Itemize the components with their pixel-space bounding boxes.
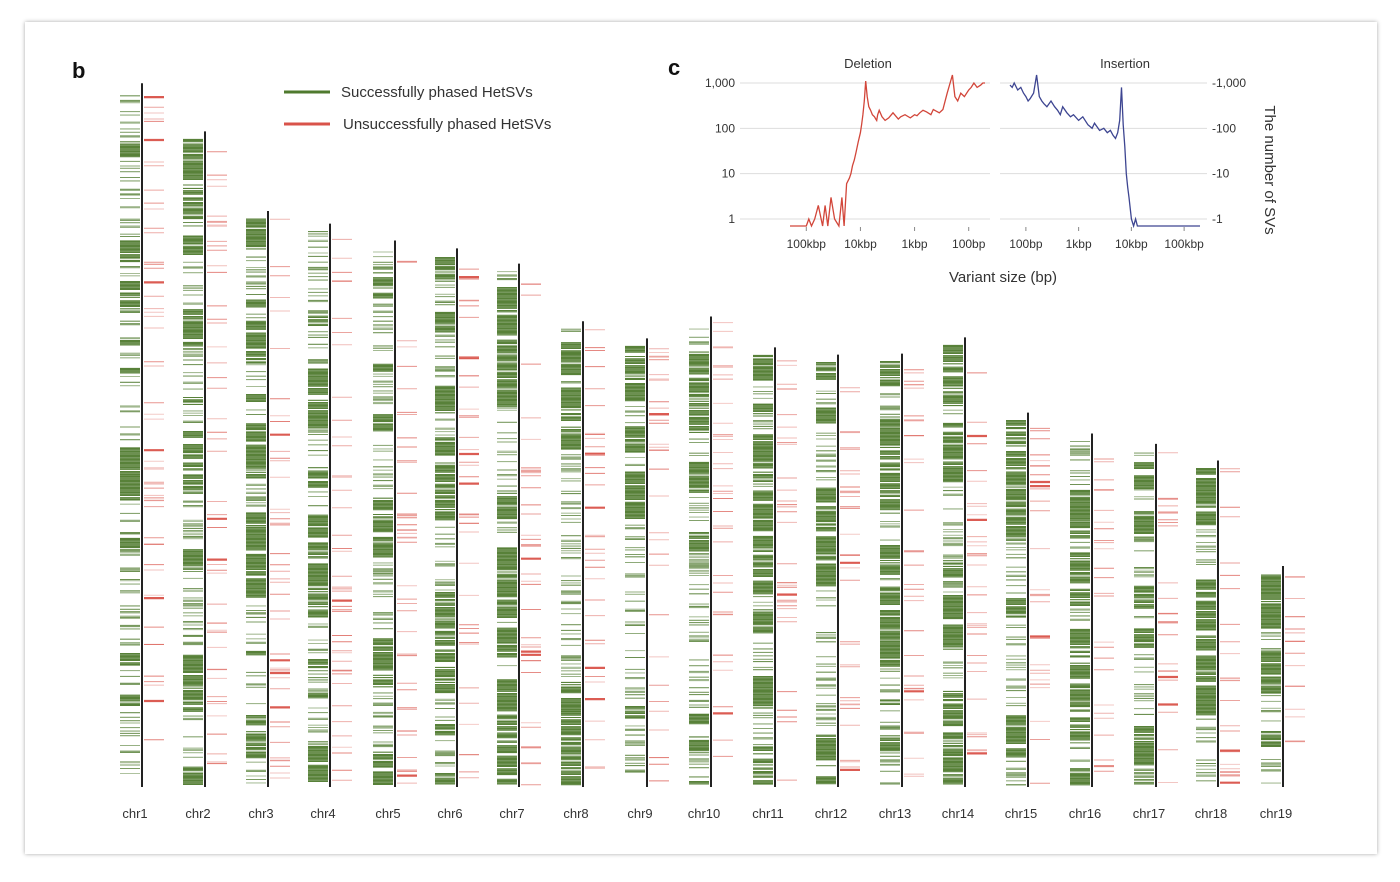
chromosome-chr19: chr19 bbox=[1260, 566, 1305, 821]
x-axis-label: Variant size (bp) bbox=[949, 269, 1057, 286]
ytick-left: 10 bbox=[722, 167, 736, 181]
ytick-right: -1 bbox=[1212, 212, 1223, 226]
chromosome-chr15: chr15 bbox=[1005, 412, 1050, 821]
chromosome-label: chr5 bbox=[375, 806, 400, 821]
xtick-label: 100kbp bbox=[787, 237, 827, 251]
xtick-label: 10kbp bbox=[844, 237, 877, 251]
chromosome-label: chr14 bbox=[942, 806, 975, 821]
chromosome-label: chr4 bbox=[310, 806, 335, 821]
chromosome-label: chr16 bbox=[1069, 806, 1102, 821]
xtick-label: 10kbp bbox=[1115, 237, 1148, 251]
ytick-right: -1,000 bbox=[1212, 76, 1246, 90]
chromosome-label: chr13 bbox=[879, 806, 912, 821]
chromosome-label: chr15 bbox=[1005, 806, 1038, 821]
chromosome-label: chr8 bbox=[563, 806, 588, 821]
legend: Successfully phased HetSVs Unsuccessfull… bbox=[284, 84, 551, 133]
figure-canvas: b c Successfully phased HetSVs Unsuccess… bbox=[72, 55, 1305, 821]
chromosome-chr7: chr7 bbox=[497, 263, 541, 821]
chromosome-chr8: chr8 bbox=[561, 321, 605, 821]
panel-c-label: c bbox=[668, 55, 680, 80]
series-line-insertion bbox=[1009, 74, 1200, 229]
chromosome-label: chr19 bbox=[1260, 806, 1293, 821]
chromosome-label: chr12 bbox=[815, 806, 848, 821]
chromosome-label: chr3 bbox=[248, 806, 273, 821]
chromosome-chr2: chr2 bbox=[183, 131, 227, 821]
chromosome-label: chr1 bbox=[122, 806, 147, 821]
subplot-title: Insertion bbox=[1100, 56, 1150, 71]
legend-unphased-label: Unsuccessfully phased HetSVs bbox=[343, 116, 551, 133]
chromosome-label: chr7 bbox=[499, 806, 524, 821]
chromosome-chr16: chr16 bbox=[1069, 433, 1114, 821]
ytick-left: 1 bbox=[728, 212, 735, 226]
chromosome-ideograms: chr1 chr2 chr3 chr4 chr5 chr6 chr7 chr8 chr9 chr1… bbox=[120, 83, 1305, 821]
legend-phased-label: Successfully phased HetSVs bbox=[341, 84, 533, 101]
ytick-right: -100 bbox=[1212, 121, 1236, 135]
chromosome-chr3: chr3 bbox=[246, 211, 290, 821]
chromosome-label: chr2 bbox=[185, 806, 210, 821]
chromosome-chr4: chr4 bbox=[308, 223, 352, 821]
figure-frame: b c Successfully phased HetSVs Unsuccess… bbox=[25, 22, 1377, 854]
chromosome-chr11: chr11 bbox=[752, 347, 797, 821]
xtick-label: 100bp bbox=[952, 237, 986, 251]
chromosome-chr6: chr6 bbox=[435, 248, 479, 821]
size-distribution-plot: 1,000 -1,000 100 -100 10 -10 1 -1 Deletion 100kbp… bbox=[705, 56, 1278, 286]
ytick-left: 100 bbox=[715, 121, 735, 135]
subplot-deletion: Deletion 100kbp 10kbp 1kbp 100bp bbox=[787, 56, 986, 251]
chromosome-chr13: chr13 bbox=[879, 353, 924, 821]
series-line-deletion bbox=[790, 74, 985, 228]
xtick-label: 100bp bbox=[1009, 237, 1043, 251]
chromosome-label: chr9 bbox=[627, 806, 652, 821]
y-axis-label: The number of SVs bbox=[1261, 105, 1278, 234]
subplot-insertion: Insertion 100bp 1kbp 10kbp 100kbp bbox=[1009, 56, 1204, 251]
chromosome-label: chr11 bbox=[752, 806, 784, 821]
chromosome-chr1: chr1 bbox=[120, 83, 164, 821]
chromosome-chr10: chr10 bbox=[688, 316, 733, 821]
chromosome-chr9: chr9 bbox=[625, 338, 669, 821]
subplot-title: Deletion bbox=[844, 56, 892, 71]
ytick-left: 1,000 bbox=[705, 76, 735, 90]
xtick-label: 1kbp bbox=[902, 237, 928, 251]
panel-b-label: b bbox=[72, 58, 85, 83]
chromosome-label: chr18 bbox=[1195, 806, 1228, 821]
xtick-label: 100kbp bbox=[1164, 237, 1204, 251]
chromosome-chr17: chr17 bbox=[1133, 443, 1178, 821]
chromosome-chr12: chr12 bbox=[815, 354, 860, 821]
chromosome-chr14: chr14 bbox=[942, 337, 987, 821]
chromosome-label: chr6 bbox=[437, 806, 462, 821]
ytick-right: -10 bbox=[1212, 167, 1230, 181]
chromosome-label: chr17 bbox=[1133, 806, 1166, 821]
chromosome-chr5: chr5 bbox=[373, 240, 417, 821]
chromosome-chr18: chr18 bbox=[1195, 460, 1240, 821]
chromosome-label: chr10 bbox=[688, 806, 721, 821]
xtick-label: 1kbp bbox=[1066, 237, 1092, 251]
